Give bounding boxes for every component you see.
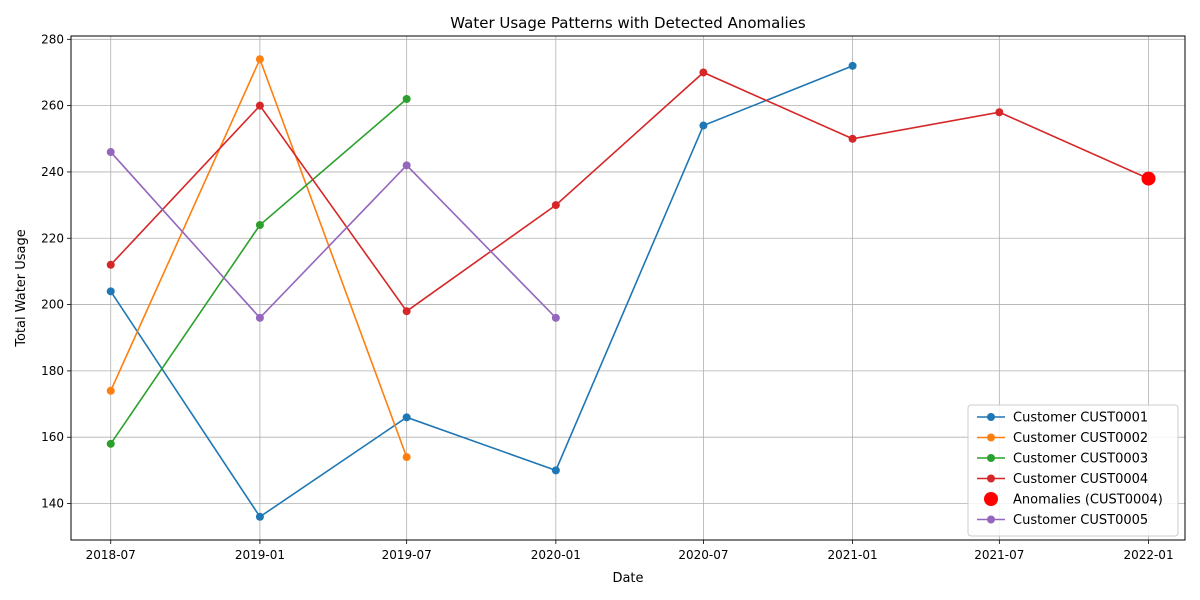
x-tick-label: 2019-01	[235, 548, 285, 562]
data-point	[402, 453, 411, 462]
legend-label: Customer CUST0003	[1013, 452, 1148, 467]
axis-ticks: 2018-07 2019-01 2019-07 2020-01 2020-07 2021-…	[41, 32, 1173, 562]
legend-item: Customer CUST0001	[977, 411, 1148, 426]
plot-frame	[70, 35, 1186, 541]
legend-label: Anomalies (CUST0004)	[1013, 493, 1163, 508]
y-tick-label: 200	[41, 298, 64, 312]
x-tick-label: 2019-07	[382, 548, 432, 562]
legend-item: Customer CUST0003	[977, 452, 1148, 467]
x-tick-label: 2020-01	[531, 548, 581, 562]
series-4	[1141, 171, 1156, 186]
data-point	[106, 439, 115, 448]
x-tick-label: 2021-07	[974, 548, 1024, 562]
data-point	[255, 101, 264, 110]
data-point	[402, 307, 411, 316]
legend-marker	[984, 492, 998, 506]
data-point	[106, 386, 115, 395]
legend-item: Customer CUST0002	[977, 431, 1148, 446]
data-point	[699, 68, 708, 77]
x-tick-label: 2021-01	[828, 548, 878, 562]
anomaly-point	[1141, 171, 1156, 186]
data-point	[402, 161, 411, 170]
legend-marker	[987, 454, 995, 462]
legend-label: Customer CUST0001	[1013, 411, 1148, 426]
legend-item: Customer CUST0004	[977, 472, 1148, 487]
legend-box	[967, 404, 1179, 537]
legend-marker	[987, 515, 995, 524]
data-point	[551, 466, 560, 475]
legend-marker	[987, 433, 995, 442]
series-1	[106, 55, 411, 462]
data-point	[402, 95, 411, 103]
data-point	[402, 413, 411, 422]
series-3	[106, 68, 1153, 316]
data-point	[699, 121, 708, 130]
legend-item: Anomalies (CUST0004)	[984, 492, 1163, 508]
data-point	[551, 201, 560, 210]
y-tick-label: 240	[41, 165, 64, 179]
y-tick-label: 160	[41, 430, 64, 444]
y-tick-label: 140	[41, 497, 64, 511]
data-point	[255, 512, 264, 521]
y-tick-label: 180	[41, 364, 64, 378]
series-5	[106, 148, 560, 322]
data-point	[255, 221, 264, 229]
series-line	[110, 71, 1149, 313]
data-point	[551, 313, 560, 322]
data-point	[255, 313, 264, 322]
legend: Customer CUST0001 Customer CUST0002 Custom…	[967, 404, 1179, 537]
series-line	[110, 98, 408, 445]
y-tick-label: 280	[41, 32, 64, 46]
data-point	[848, 134, 857, 143]
legend-item: Customer CUST0005	[977, 513, 1148, 528]
series-line	[110, 65, 853, 518]
legend-marker	[987, 474, 995, 483]
x-axis-title: Date	[612, 571, 643, 586]
series-layer	[106, 55, 1156, 521]
data-point	[106, 148, 115, 157]
y-tick-label: 220	[41, 231, 64, 245]
legend-label: Customer CUST0004	[1013, 472, 1148, 487]
data-point	[106, 287, 115, 296]
legend-marker	[987, 413, 995, 421]
series-0	[106, 61, 857, 521]
y-axis-title: Total Water Usage	[14, 229, 29, 348]
data-point	[995, 108, 1004, 117]
data-point	[106, 260, 115, 269]
legend-label: Customer CUST0005	[1013, 513, 1148, 528]
y-tick-label: 260	[41, 99, 64, 113]
legend-label: Customer CUST0002	[1013, 431, 1148, 446]
series-line	[110, 151, 557, 320]
x-tick-label: 2018-07	[86, 548, 136, 562]
x-tick-label: 2020-07	[678, 548, 728, 562]
data-point	[255, 55, 264, 64]
series-line	[110, 57, 408, 458]
data-point	[848, 61, 857, 70]
x-tick-label: 2022-01	[1123, 548, 1173, 562]
series-2	[106, 95, 411, 448]
chart-title: Water Usage Patterns with Detected Anoma…	[450, 14, 806, 32]
